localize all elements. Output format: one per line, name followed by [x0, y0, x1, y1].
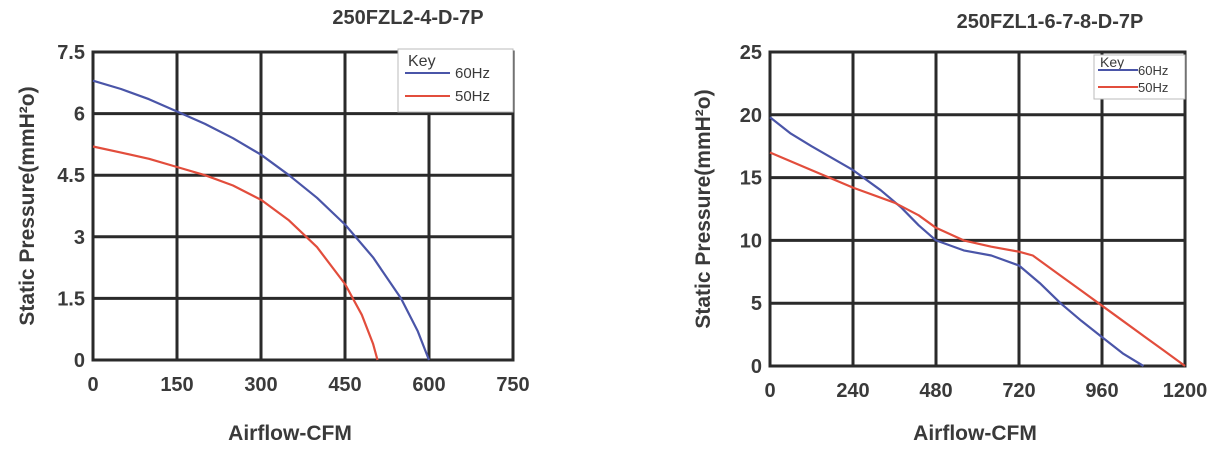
y-tick-label: 3 — [74, 227, 85, 249]
x-axis-label: Airflow-CFM — [228, 422, 352, 445]
x-tick-label: 450 — [328, 374, 361, 396]
legend-label: 50Hz — [1138, 80, 1168, 95]
legend-box — [1093, 54, 1186, 100]
plot-frame — [91, 50, 515, 362]
x-tick-label: 240 — [836, 380, 869, 402]
series-line-60hz — [769, 116, 1145, 367]
legend: Key 60Hz 50Hz — [397, 48, 514, 113]
y-tick-label: 4.5 — [57, 165, 85, 187]
x-tick-label: 300 — [244, 374, 277, 396]
y-tick-label: 5 — [751, 293, 762, 315]
y-tick-label: 10 — [740, 230, 762, 252]
legend: Key 60Hz 50Hz — [1093, 54, 1186, 100]
y-tick-label: 20 — [740, 105, 762, 127]
series-line-50hz — [769, 151, 1186, 367]
x-tick-label: 150 — [160, 374, 193, 396]
y-tick-label: 1.5 — [57, 288, 85, 310]
chart-title: 250FZL2-4-D-7P — [332, 7, 483, 29]
legend-title: Key — [1100, 54, 1124, 70]
x-axis-label: Airflow-CFM — [913, 422, 1037, 445]
y-tick-label: 7.5 — [57, 42, 85, 64]
chart-1: 250FZL2-4-D-7P 0 150 300 450 600 750 0 1.5 3 4.5 6 7… — [16, 7, 530, 445]
y-axis-label: Static Pressure(mmH²o) — [692, 89, 715, 328]
x-tick-label: 480 — [919, 380, 952, 402]
x-tick-label: 0 — [87, 374, 98, 396]
plot-frame — [768, 50, 1187, 368]
x-tick-label: 0 — [764, 380, 775, 402]
y-tick-label: 15 — [740, 168, 762, 190]
legend-box — [397, 48, 514, 113]
series-line-50hz — [92, 145, 379, 361]
legend-label: 50Hz — [455, 88, 490, 105]
y-tick-label: 25 — [740, 42, 762, 64]
series-line-60hz — [92, 79, 431, 361]
chart-title: 250FZL1-6-7-8-D-7P — [957, 11, 1144, 33]
x-tick-label: 720 — [1002, 380, 1035, 402]
legend-label: 60Hz — [1138, 63, 1168, 78]
x-tick-label: 750 — [496, 374, 529, 396]
x-tick-label: 960 — [1085, 380, 1118, 402]
y-tick-label: 0 — [74, 350, 85, 372]
x-tick-label: 1200 — [1163, 380, 1208, 402]
y-tick-label: 0 — [751, 356, 762, 378]
x-tick-label: 600 — [412, 374, 445, 396]
legend-title: Key — [408, 53, 436, 70]
y-tick-label: 6 — [74, 104, 85, 126]
chart-2: 250FZL1-6-7-8-D-7P 0 240 480 720 960 1200 0 5 10 1… — [692, 11, 1207, 445]
legend-label: 60Hz — [455, 65, 490, 82]
y-axis-label: Static Pressure(mmH²o) — [16, 86, 39, 325]
